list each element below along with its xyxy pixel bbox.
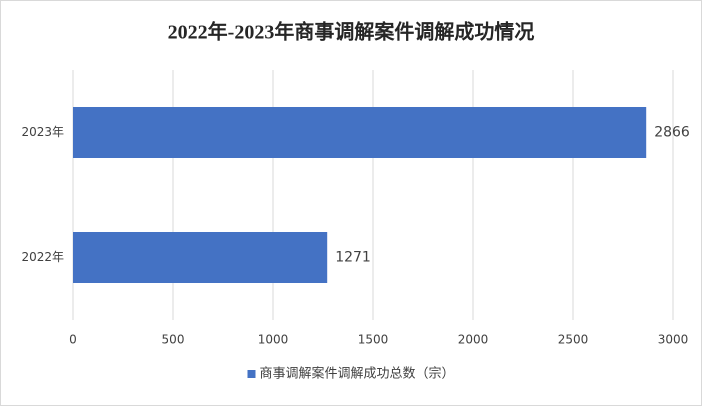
y-tick-label: 2022年 bbox=[21, 250, 64, 264]
x-tick-label: 2500 bbox=[558, 333, 589, 347]
x-tick-label: 1500 bbox=[358, 333, 389, 347]
x-tick-label: 1000 bbox=[258, 333, 289, 347]
y-tick-label: 2023年 bbox=[21, 125, 64, 139]
legend-label: 商事调解案件调解成功总数（宗） bbox=[259, 366, 454, 382]
data-label: 2866 bbox=[654, 125, 690, 141]
chart-title: 2022年-2023年商事调解案件调解成功情况 bbox=[168, 20, 535, 44]
x-tick-label: 0 bbox=[69, 333, 77, 347]
x-tick-label: 500 bbox=[162, 333, 185, 347]
bar bbox=[73, 232, 328, 283]
x-tick-label: 3000 bbox=[658, 333, 689, 347]
bar bbox=[73, 107, 647, 158]
data-label: 1271 bbox=[335, 250, 371, 266]
legend-swatch bbox=[247, 370, 256, 378]
x-tick-label: 2000 bbox=[458, 333, 489, 347]
